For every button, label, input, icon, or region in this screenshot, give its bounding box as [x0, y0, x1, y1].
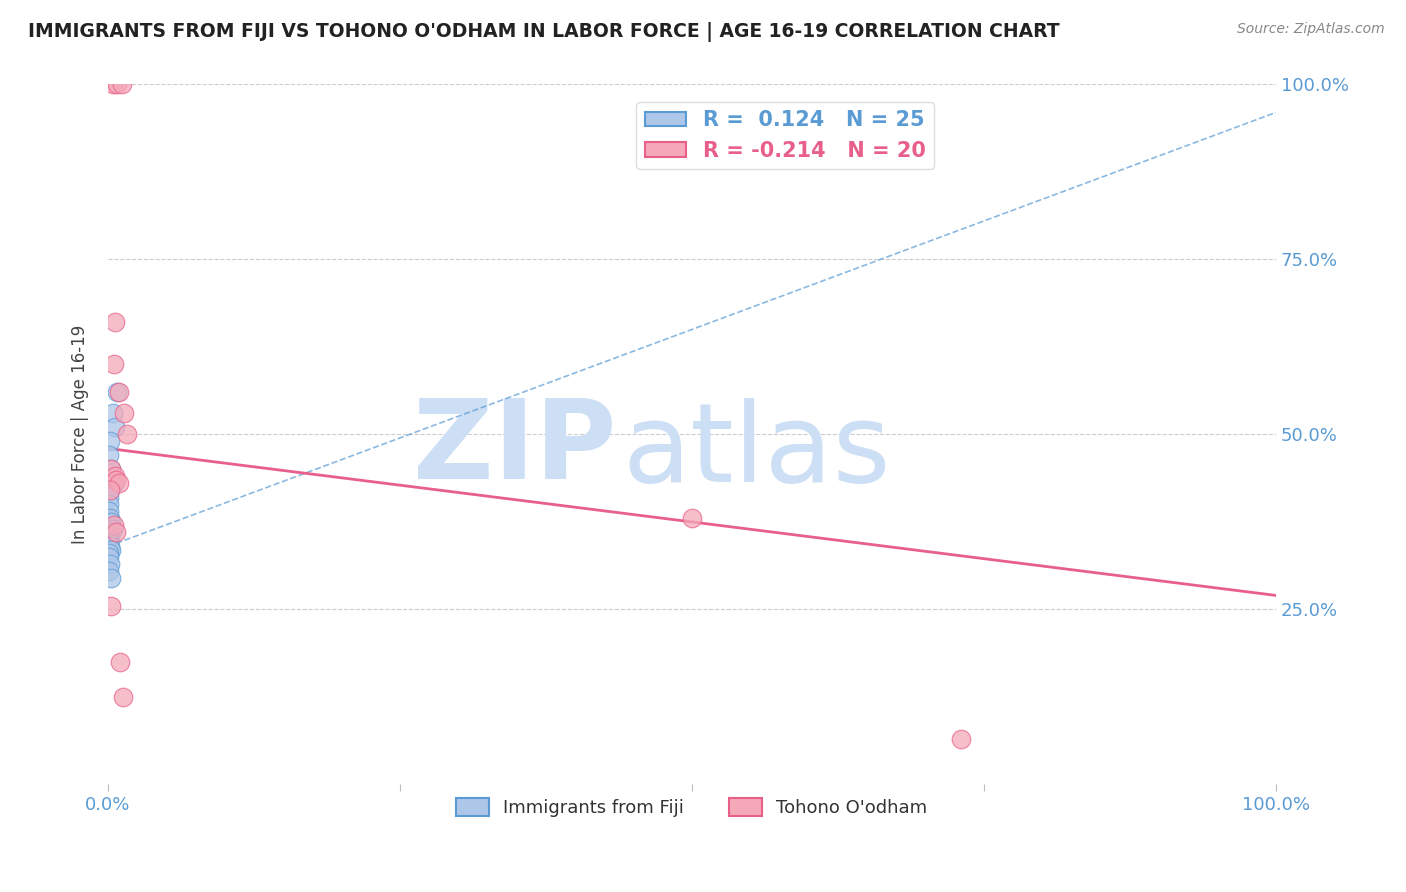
Point [103, 518, 125, 533]
Point [100, 543, 122, 558]
Point [104, 315, 127, 329]
Point [100, 462, 122, 476]
Point [100, 599, 122, 613]
Point [103, 358, 125, 372]
Point [681, 511, 703, 525]
Point [97, 549, 120, 564]
Text: Source: ZipAtlas.com: Source: ZipAtlas.com [1237, 22, 1385, 37]
Point [111, 78, 134, 92]
Point [98, 483, 121, 498]
Point [98, 504, 121, 518]
Point [107, 476, 129, 491]
Point [98, 449, 121, 463]
Point [98, 540, 121, 554]
Point [98, 546, 121, 560]
Point [98, 564, 121, 578]
Point [112, 406, 135, 420]
Point [98, 557, 121, 571]
Point [105, 473, 128, 487]
Point [949, 731, 972, 746]
Text: atlas: atlas [621, 399, 890, 506]
Point [104, 469, 127, 483]
Point [98, 525, 121, 540]
Point [98, 491, 121, 505]
Point [98, 434, 121, 449]
Point [104, 420, 127, 434]
Point [98, 529, 121, 543]
Point [101, 406, 124, 420]
Point [100, 515, 122, 529]
Point [108, 655, 131, 669]
Point [115, 427, 138, 442]
Point [97, 533, 120, 547]
Point [98, 536, 121, 550]
Point [112, 690, 135, 704]
Y-axis label: In Labor Force | Age 16-19: In Labor Force | Age 16-19 [72, 325, 89, 544]
Point [98, 511, 121, 525]
Text: ZIP: ZIP [413, 395, 616, 502]
Point [107, 385, 129, 400]
Legend: Immigrants from Fiji, Tohono O'odham: Immigrants from Fiji, Tohono O'odham [450, 790, 935, 824]
Text: IMMIGRANTS FROM FIJI VS TOHONO O'ODHAM IN LABOR FORCE | AGE 16-19 CORRELATION CH: IMMIGRANTS FROM FIJI VS TOHONO O'ODHAM I… [28, 22, 1060, 42]
Point [100, 571, 122, 585]
Point [101, 78, 124, 92]
Point [105, 385, 128, 400]
Point [105, 525, 128, 540]
Point [105, 78, 128, 92]
Point [98, 483, 121, 498]
Point [101, 522, 124, 536]
Point [100, 462, 122, 476]
Point [97, 498, 120, 512]
Point [103, 476, 125, 491]
